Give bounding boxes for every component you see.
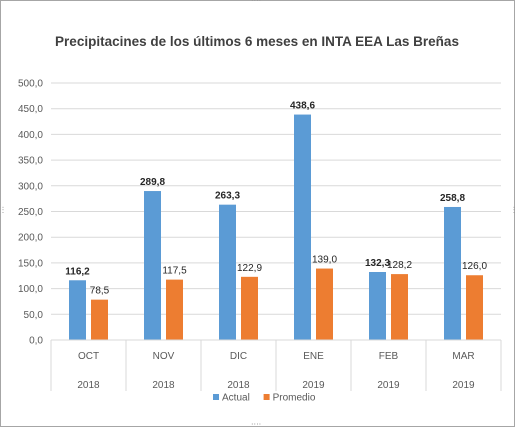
legend-label: Actual [222, 393, 250, 404]
x-tick-label: ENE [303, 351, 324, 362]
x-year-label: 2018 [152, 380, 175, 391]
y-tick-label: 200,0 [18, 233, 43, 244]
data-label: 289,8 [140, 177, 165, 188]
data-label: 263,3 [215, 191, 240, 202]
x-year-label: 2019 [302, 380, 325, 391]
y-tick-label: 350,0 [18, 156, 43, 167]
bar-actual-mar [444, 206, 461, 340]
x-year-label: 2019 [452, 380, 475, 391]
data-label: 78,5 [90, 286, 110, 297]
data-label: 438,6 [290, 101, 315, 112]
y-tick-label: 500,0 [18, 79, 43, 90]
legend-label: Promedio [273, 393, 316, 404]
legend-swatch [263, 394, 270, 400]
x-year-label: 2018 [77, 380, 100, 391]
bar-actual-ene [294, 114, 311, 340]
data-label: 128,2 [387, 260, 412, 271]
data-label: 122,9 [237, 263, 262, 274]
data-label: 126,0 [462, 261, 487, 272]
legend-swatch [213, 394, 219, 400]
x-tick-label: MAR [452, 351, 474, 362]
bar-actual-oct [69, 280, 86, 340]
y-axis-ticks: 0,0 50,0 100,0 150,0 200,0 250,0 300,0 350,0 400… [18, 79, 43, 347]
chart-title: Precipitacines de los últimos 6 meses en… [55, 34, 459, 49]
x-year-label: 2018 [227, 380, 250, 391]
bar-promedio-dic [241, 276, 258, 340]
x-year-label: 2019 [377, 380, 400, 391]
x-tick-label: FEB [379, 351, 399, 362]
y-tick-label: 100,0 [18, 284, 43, 295]
bar-promedio-mar [466, 275, 483, 340]
bar-actual-dic [219, 204, 236, 340]
data-label: 117,5 [162, 266, 187, 277]
x-tick-label: DIC [230, 351, 247, 362]
data-label: 139,0 [312, 255, 337, 266]
bar-promedio-nov [166, 279, 183, 340]
y-tick-label: 250,0 [18, 207, 43, 218]
data-label: 258,8 [440, 193, 465, 204]
bar-actual-nov [144, 191, 161, 340]
resize-handle-left-icon[interactable]: ··· [0, 206, 7, 214]
resize-handle-right-icon[interactable]: ··· [509, 206, 515, 214]
y-tick-label: 400,0 [18, 130, 43, 141]
resize-handle-bottom-icon[interactable]: ···· [251, 420, 262, 429]
bar-promedio-ene [316, 268, 333, 340]
data-label: 116,2 [65, 266, 90, 277]
y-tick-label: 0,0 [29, 336, 43, 347]
x-tick-label: OCT [78, 351, 99, 362]
bars [69, 114, 483, 340]
data-labels: 116,278,5 289,8 117,5 263,3 122,9 438,6 139,0 1… [65, 101, 487, 297]
x-tick-label: NOV [153, 351, 175, 362]
bar-promedio-feb [391, 274, 408, 340]
y-tick-label: 150,0 [18, 258, 43, 269]
y-tick-label: 50,0 [24, 310, 44, 321]
y-tick-label: 450,0 [18, 104, 43, 115]
bar-actual-feb [369, 271, 386, 340]
resize-handle-top-icon[interactable]: ···· [251, 0, 262, 5]
y-tick-label: 300,0 [18, 181, 43, 192]
data-label: 132,3 [365, 258, 390, 269]
legend: Actual Promedio [213, 393, 316, 404]
bar-promedio-oct [91, 299, 108, 340]
x-axis: OCT 2018 NOV 2018 DIC 2018 ENE 2019 FEB 2019 MAR 20… [50, 339, 502, 391]
gridlines [51, 82, 501, 315]
